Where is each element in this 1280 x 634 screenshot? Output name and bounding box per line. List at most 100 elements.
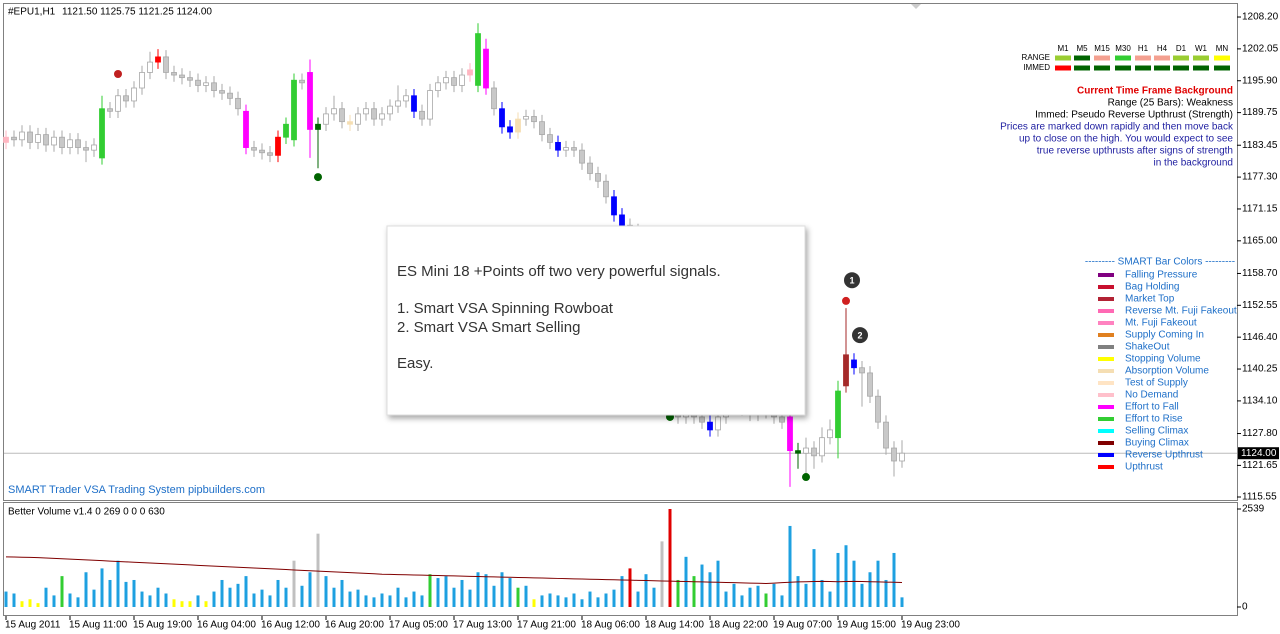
legend-swatch — [1098, 417, 1114, 421]
candle-body — [595, 173, 601, 182]
volume-bar — [636, 591, 640, 607]
x-tick-label: 16 Aug 20:00 — [325, 620, 384, 631]
candle-body — [35, 134, 41, 143]
volume-bar — [252, 593, 256, 607]
candle-body — [851, 359, 857, 369]
legend-swatch — [1098, 357, 1114, 361]
volume-bar — [228, 587, 232, 607]
candle-body — [227, 92, 233, 99]
candle-body — [587, 162, 593, 174]
volume-bar — [844, 545, 848, 607]
candle-body — [555, 141, 561, 151]
tf-cell — [1055, 55, 1071, 61]
quote: 1121.50 1125.75 1121.25 1124.00 — [62, 7, 212, 18]
volume-bar — [292, 560, 296, 607]
tf-cell — [1154, 55, 1170, 61]
tf-cell — [1135, 55, 1151, 61]
volume-bar — [540, 595, 544, 607]
tf-cell — [1214, 55, 1230, 61]
tf-cell — [1115, 65, 1131, 71]
candle-body — [579, 149, 585, 164]
candle-body — [339, 108, 345, 123]
volume-bar — [452, 587, 456, 607]
x-tick-label: 18 Aug 06:00 — [581, 620, 640, 631]
candle-body — [299, 79, 305, 84]
volume-bar — [900, 597, 904, 607]
candle-body — [611, 196, 617, 216]
candle-body — [155, 56, 161, 63]
candle-body — [171, 72, 177, 76]
volume-bar — [28, 599, 32, 607]
candle-body — [19, 131, 25, 141]
volume-bar — [892, 552, 896, 607]
legend-label: No Demand — [1125, 390, 1178, 401]
volume-bar — [388, 595, 392, 607]
volume-bar — [876, 560, 880, 607]
signal-dot — [842, 296, 850, 305]
volume-bar — [476, 572, 480, 607]
popup-box — [386, 225, 806, 416]
tf-cell — [1173, 65, 1189, 71]
tf-cell — [1055, 65, 1071, 71]
legend-label: Falling Pressure — [1125, 270, 1198, 281]
volume-bar — [780, 595, 784, 607]
candle-body — [563, 147, 569, 151]
volume-bar — [220, 579, 224, 607]
volume-bar — [156, 587, 160, 607]
candle-body — [187, 77, 193, 81]
legend-swatch — [1098, 345, 1114, 349]
volume-bar — [668, 509, 672, 607]
y-tick-label: 1177.30 — [1242, 172, 1278, 183]
tf-cell — [1115, 55, 1131, 61]
legend-label: Market Top — [1125, 294, 1175, 305]
volume-bar — [188, 601, 192, 607]
candle-body — [107, 108, 113, 112]
candle-body — [235, 97, 241, 110]
legend-label: Stopping Volume — [1125, 354, 1201, 365]
volume-bar — [692, 576, 696, 607]
y-tick-label: 1115.55 — [1242, 492, 1277, 503]
popup-line: ES Mini 18 +Points off two very powerful… — [397, 263, 721, 280]
volume-bar — [756, 585, 760, 607]
annotation-marker — [852, 327, 868, 344]
volume-bar — [284, 587, 288, 607]
tf-cell — [1193, 55, 1209, 61]
candle-body — [147, 61, 153, 73]
volume-bar — [724, 591, 728, 607]
tf-cell — [1135, 65, 1151, 71]
volume-bar — [804, 583, 808, 607]
volume-bar — [196, 595, 200, 607]
y-tick-label: 1146.40 — [1242, 332, 1278, 343]
candle-body — [787, 416, 793, 452]
volume-bar — [324, 576, 328, 607]
candle-body — [11, 136, 17, 141]
volume-bar — [460, 579, 464, 607]
candle-body — [707, 421, 713, 431]
volume-bar — [108, 579, 112, 607]
candle-body — [347, 121, 353, 125]
volume-bar — [140, 591, 144, 607]
candle-body — [483, 48, 489, 89]
tf-cell — [1193, 65, 1209, 71]
volume-bar — [492, 585, 496, 607]
volume-bar — [604, 593, 608, 607]
candle-body — [475, 33, 481, 86]
symbol: #EPU1,H1 — [8, 7, 56, 18]
volume-bar — [660, 541, 664, 607]
candle-body — [355, 113, 361, 125]
candle-body — [523, 116, 529, 120]
candle-body — [75, 139, 81, 148]
volume-bar — [132, 579, 136, 607]
info-description: Prices are marked down rapidly and then … — [1000, 122, 1234, 133]
legend-label: Mt. Fuji Fakeout — [1125, 318, 1197, 329]
candle-body — [291, 79, 297, 141]
volume-bar — [620, 576, 624, 607]
info-immed: Immed: Pseudo Reverse Upthrust (Strength… — [1035, 110, 1233, 121]
annotation-label: 2 — [857, 330, 862, 340]
candle-body — [251, 147, 257, 151]
volume-bar — [700, 564, 704, 607]
tf-header: MN — [1216, 44, 1229, 53]
candle-body — [515, 118, 521, 133]
legend-swatch — [1098, 297, 1114, 301]
volume-bar — [172, 599, 176, 607]
